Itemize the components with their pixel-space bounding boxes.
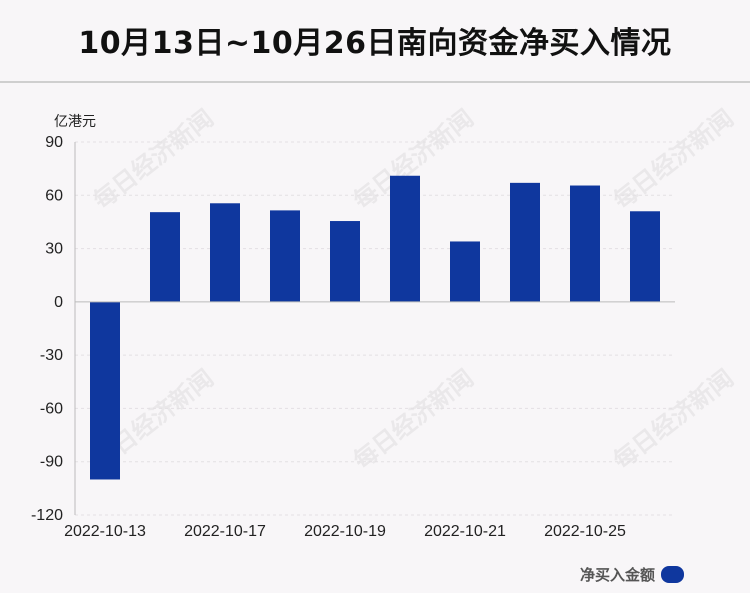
bar-2022-10-17	[210, 203, 240, 302]
y-tick-label: -90	[40, 454, 63, 471]
bar-2022-10-13	[90, 301, 120, 480]
bar-2022-10-26	[630, 211, 660, 302]
y-tick-label: 0	[54, 294, 63, 311]
x-tick-label: 2022-10-21	[424, 523, 506, 540]
x-tick-label: 2022-10-25	[544, 523, 626, 540]
y-tick-label: 60	[45, 187, 63, 204]
legend: 净买入金额	[580, 564, 684, 585]
y-tick-label: 90	[45, 134, 63, 151]
legend-swatch	[661, 566, 684, 583]
bar-2022-10-21	[450, 241, 480, 302]
bar-2022-10-24	[510, 182, 540, 302]
bar-2022-10-20	[390, 175, 420, 302]
bar-2022-10-14	[150, 212, 180, 302]
chart-title: 10月13日~10月26日南向资金净买入情况	[78, 26, 672, 61]
y-tick-label: 30	[45, 241, 63, 258]
y-tick-label: -60	[40, 400, 63, 417]
y-tick-label: -30	[40, 347, 63, 364]
bar-2022-10-25	[570, 185, 600, 302]
x-tick-label: 2022-10-19	[304, 523, 386, 540]
x-tick-label: 2022-10-17	[184, 523, 266, 540]
title-divider	[0, 81, 750, 83]
bar-2022-10-18	[270, 210, 300, 302]
y-tick-label: -120	[31, 507, 63, 524]
y-axis-unit: 亿港元	[54, 114, 96, 130]
legend-label: 净买入金额	[579, 566, 655, 584]
x-tick-label: 2022-10-13	[64, 523, 146, 540]
bar-2022-10-19	[330, 221, 360, 302]
